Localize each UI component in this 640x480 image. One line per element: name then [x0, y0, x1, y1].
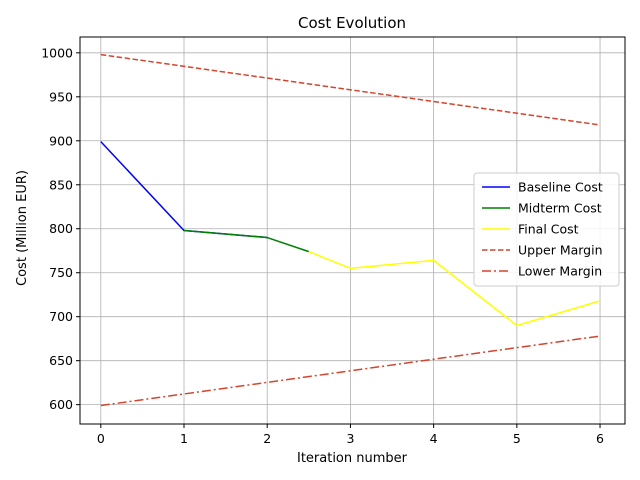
x-axis-label: Iteration number	[297, 451, 408, 466]
y-tick-label: 850	[49, 177, 73, 192]
x-tick-label: 4	[430, 431, 438, 446]
y-axis-label: Cost (Million EUR)	[15, 170, 30, 286]
y-tick-label: 900	[49, 133, 73, 148]
chart-title: Cost Evolution	[298, 14, 406, 32]
x-tick-label: 0	[97, 431, 105, 446]
x-tick-label: 1	[180, 431, 188, 446]
y-tick-label: 600	[49, 397, 73, 412]
legend-label-baseline-cost: Baseline Cost	[518, 180, 603, 195]
series-line-lower-margin	[100, 335, 601, 407]
x-tick-label: 2	[263, 431, 271, 446]
tick-group: 0 1 2 3 4 5 6 600 650 700 750 800 850 900 950 1000	[41, 45, 604, 446]
legend-label-midterm-cost: Midterm Cost	[518, 201, 602, 216]
series-line-final-cost	[308, 250, 601, 327]
series-line-midterm-cost	[183, 229, 310, 253]
legend-label-upper-margin: Upper Margin	[518, 243, 603, 258]
y-tick-label: 950	[49, 89, 73, 104]
y-tick-label: 1000	[41, 45, 73, 60]
x-tick-label: 5	[513, 431, 521, 446]
x-tick-label: 3	[346, 431, 354, 446]
y-tick-label: 750	[49, 265, 73, 280]
legend-label-final-cost: Final Cost	[518, 222, 579, 237]
legend-label-lower-margin: Lower Margin	[518, 264, 602, 279]
legend: Baseline Cost Midterm Cost Final Cost Upper…	[473, 172, 620, 287]
x-tick-label: 6	[596, 431, 604, 446]
y-tick-label: 700	[49, 309, 73, 324]
legend-box	[473, 172, 620, 287]
plot-frame	[79, 36, 626, 425]
y-tick-label: 800	[49, 221, 73, 236]
series-line-upper-margin	[100, 53, 601, 126]
y-tick-label: 650	[49, 353, 73, 368]
